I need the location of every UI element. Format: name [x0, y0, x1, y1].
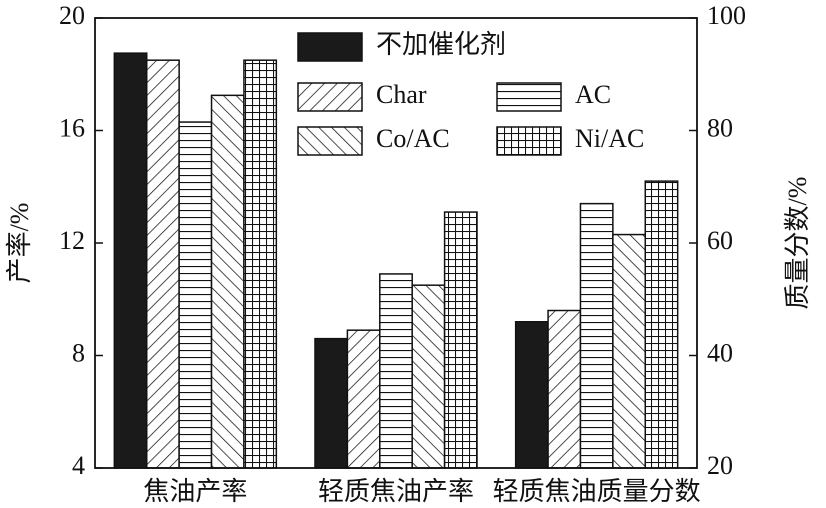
bar	[547, 309, 582, 469]
y-tick-label: 20	[59, 1, 85, 30]
y-axis-title: 产率/%	[5, 203, 34, 284]
y2-tick-label: 80	[707, 113, 733, 142]
legend-label: 不加催化剂	[376, 30, 506, 59]
bar	[210, 94, 245, 469]
legend-swatch	[496, 82, 562, 112]
y2-tick-label: 100	[707, 1, 746, 30]
legend-label: Char	[376, 80, 427, 109]
bar	[411, 284, 446, 469]
bar	[379, 273, 413, 469]
y-tick-label: 4	[72, 451, 85, 480]
bar	[314, 337, 349, 469]
legend-label: AC	[575, 80, 611, 109]
y-tick-label: 16	[59, 113, 85, 142]
legend-swatch	[496, 126, 562, 156]
y2-tick-label: 20	[707, 451, 733, 480]
y-tick-label: 8	[72, 338, 85, 367]
legend-label: Co/AC	[376, 124, 450, 153]
bar	[514, 321, 549, 469]
bar	[178, 121, 213, 469]
y-tick-label: 12	[59, 226, 85, 255]
bar	[644, 180, 679, 469]
x-tick-label: 轻质焦油质量分数	[493, 477, 701, 506]
bar	[243, 59, 278, 469]
bar	[579, 202, 614, 469]
legend-swatch	[297, 126, 363, 156]
bar	[346, 329, 381, 469]
x-tick-label: 轻质焦油产率	[318, 477, 474, 506]
plot-frame	[94, 17, 698, 469]
bar	[145, 59, 180, 469]
y2-tick-label: 60	[707, 226, 733, 255]
legend-swatch	[297, 32, 363, 62]
legend-label: Ni/AC	[575, 124, 644, 153]
y2-tick-label: 40	[707, 338, 733, 367]
x-tick-label: 焦油产率	[143, 477, 247, 506]
bar	[612, 233, 647, 469]
bar	[113, 52, 148, 469]
legend-swatch	[297, 82, 363, 112]
y2-axis-title: 质量分数/%	[783, 177, 812, 310]
bar	[443, 211, 478, 469]
